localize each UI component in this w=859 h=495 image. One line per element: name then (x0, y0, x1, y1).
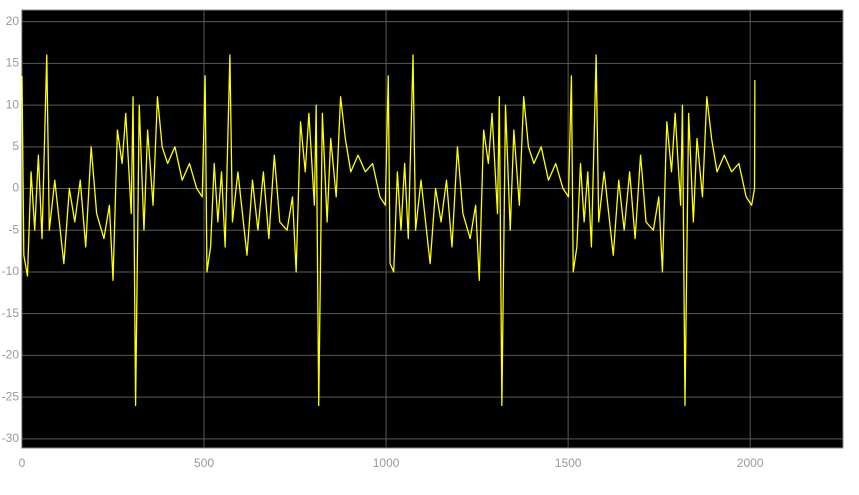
x-tick-label: 1500 (555, 456, 582, 470)
y-tick-label: 15 (6, 56, 20, 70)
y-tick-label: -15 (2, 306, 20, 320)
y-tick-label: -25 (2, 389, 20, 403)
y-tick-label: -10 (2, 264, 20, 278)
y-tick-label: -30 (2, 431, 20, 445)
data-line (21, 54, 756, 407)
y-tick-label: -20 (2, 348, 20, 362)
x-tick-label: 0 (19, 456, 26, 470)
y-tick-label: 5 (12, 139, 19, 153)
x-tick-label: 500 (194, 456, 214, 470)
y-tick-label: 10 (6, 97, 20, 111)
y-tick-label: 20 (6, 14, 20, 28)
x-tick-label: 2000 (737, 456, 764, 470)
y-tick-label: 0 (12, 181, 19, 195)
y-tick-label: -5 (8, 222, 19, 236)
x-tick-label: 1000 (373, 456, 400, 470)
